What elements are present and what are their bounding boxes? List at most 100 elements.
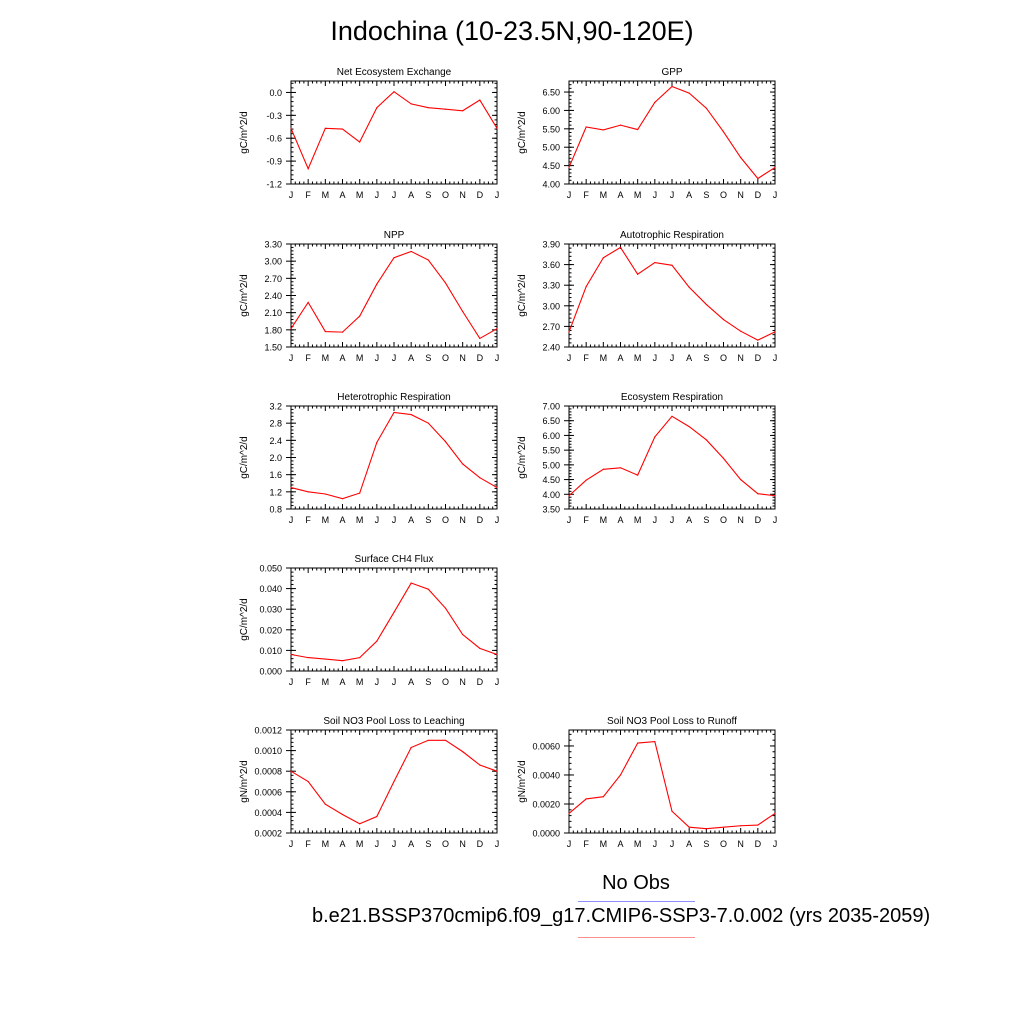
series-line	[568, 85, 776, 180]
x-tick-label: M	[356, 353, 364, 363]
data-point	[637, 273, 639, 275]
data-point	[359, 492, 361, 494]
y-tick-label: 0.0020	[532, 799, 560, 809]
x-tick-label: O	[720, 839, 727, 849]
x-tick-label: M	[322, 190, 330, 200]
data-point	[637, 128, 639, 131]
data-point	[324, 658, 326, 660]
x-tick-label: M	[356, 839, 364, 849]
y-axis-label: gC/m^2/d	[239, 274, 250, 317]
data-point	[637, 742, 639, 744]
x-tick-label: M	[634, 515, 642, 525]
data-point	[585, 479, 587, 481]
data-point	[619, 467, 622, 469]
series-line	[568, 415, 776, 497]
y-tick-label: 2.10	[264, 308, 282, 318]
y-axis-label: gC/m^2/d	[239, 598, 250, 641]
y-tick-label: 6.00	[542, 106, 560, 116]
x-tick-label: N	[459, 190, 466, 200]
data-point	[568, 812, 570, 815]
y-tick-label: 6.50	[542, 416, 560, 426]
y-tick-label: 0.030	[259, 605, 282, 615]
x-tick-label: J	[670, 839, 675, 849]
y-tick-label: -0.6	[266, 134, 282, 144]
data-point	[654, 436, 656, 438]
data-point	[341, 660, 344, 662]
y-tick-label: 3.2	[269, 402, 282, 412]
x-tick-label: N	[737, 190, 744, 200]
data-point	[568, 166, 570, 169]
chart-title: Heterotrophic Respiration	[337, 392, 450, 403]
x-tick-label: J	[392, 353, 397, 363]
series-line	[290, 250, 498, 340]
x-tick-label: A	[339, 353, 345, 363]
y-tick-label: 0.0010	[254, 746, 282, 756]
data-point	[671, 810, 673, 812]
data-point	[410, 103, 412, 105]
data-point	[688, 826, 690, 828]
x-tick-label: O	[442, 677, 449, 687]
x-tick-label: D	[755, 353, 762, 363]
y-axis-label: gC/m^2/d	[517, 274, 528, 317]
data-point	[585, 285, 587, 288]
data-point	[496, 127, 498, 129]
data-point	[307, 657, 309, 659]
data-point	[341, 813, 344, 816]
x-tick-label: J	[567, 515, 572, 525]
x-tick-label: J	[670, 353, 675, 363]
data-point	[376, 815, 378, 818]
data-point	[410, 413, 412, 416]
data-point	[671, 415, 673, 417]
x-tick-label: A	[408, 515, 414, 525]
x-tick-label: J	[773, 190, 778, 200]
chart-title: Soil NO3 Pool Loss to Runoff	[607, 716, 737, 727]
x-tick-label: M	[356, 515, 364, 525]
data-point	[359, 141, 361, 143]
data-point	[568, 495, 570, 497]
y-tick-label: 4.50	[542, 161, 560, 171]
x-tick-label: A	[408, 677, 414, 687]
y-axis-label: gC/m^2/d	[517, 436, 528, 479]
data-point	[774, 331, 776, 333]
x-tick-label: O	[442, 190, 449, 200]
x-tick-label: J	[773, 839, 778, 849]
x-tick-label: S	[703, 515, 709, 525]
y-tick-label: 0.020	[259, 625, 282, 635]
data-point	[324, 127, 326, 129]
y-tick-label: 0.050	[259, 564, 282, 574]
x-tick-label: N	[737, 353, 744, 363]
y-tick-label: 1.80	[264, 325, 282, 335]
x-tick-label: J	[670, 190, 675, 200]
x-tick-label: A	[617, 353, 623, 363]
data-point	[602, 796, 604, 798]
data-point	[410, 746, 412, 749]
y-tick-label: 4.00	[542, 490, 560, 500]
x-tick-label: N	[459, 839, 466, 849]
x-tick-label: M	[356, 677, 364, 687]
x-tick-label: J	[375, 839, 380, 849]
data-point	[602, 257, 604, 259]
x-tick-label: J	[495, 839, 500, 849]
x-tick-label: F	[305, 677, 311, 687]
data-point	[705, 303, 707, 306]
data-point	[444, 282, 447, 284]
x-tick-label: J	[392, 839, 397, 849]
data-point	[307, 301, 309, 303]
data-point	[568, 331, 570, 333]
data-point	[619, 124, 622, 126]
x-tick-label: D	[477, 515, 484, 525]
x-tick-label: J	[567, 353, 572, 363]
data-point	[307, 491, 309, 493]
x-tick-label: M	[634, 839, 642, 849]
data-point	[341, 498, 344, 500]
x-tick-label: A	[686, 515, 692, 525]
data-point	[393, 411, 395, 414]
data-point	[757, 824, 759, 826]
data-point	[705, 107, 707, 109]
data-point	[496, 653, 498, 656]
x-tick-label: M	[322, 353, 330, 363]
data-point	[444, 441, 447, 443]
data-point	[688, 92, 690, 94]
